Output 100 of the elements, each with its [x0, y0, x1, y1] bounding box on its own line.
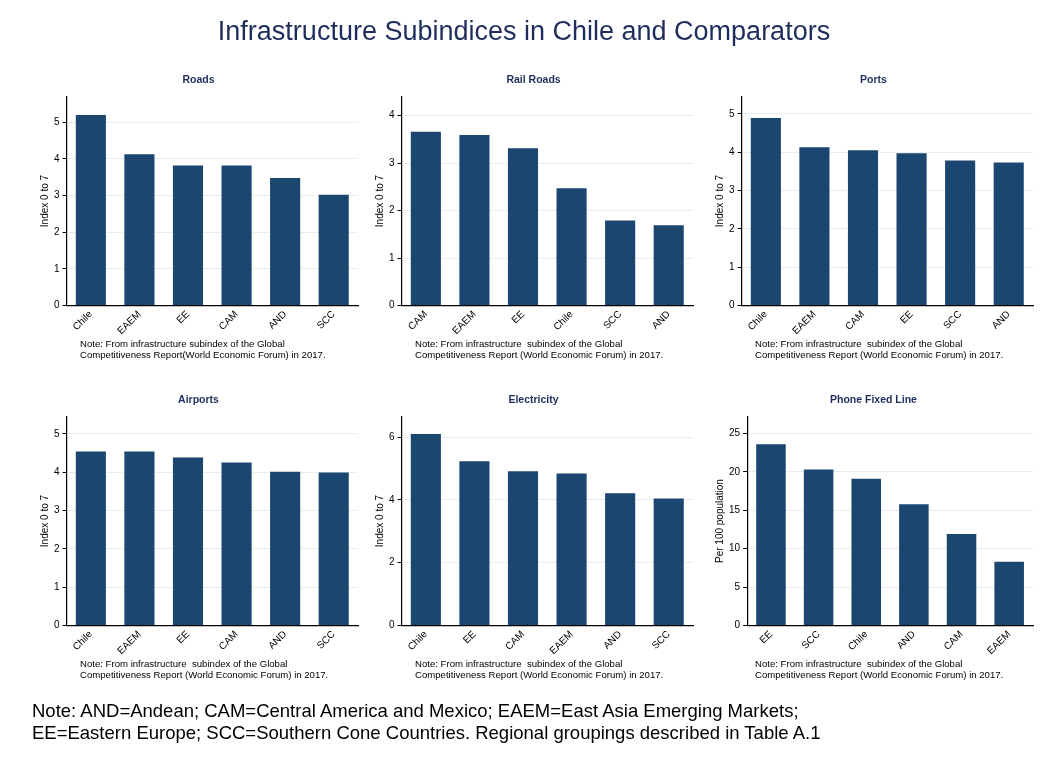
- bar: [507, 471, 539, 625]
- bar: [605, 220, 636, 305]
- y-axis-title: Index 0 to 7: [373, 174, 385, 228]
- bar: [994, 561, 1024, 625]
- y-tick-label: 1: [729, 260, 735, 272]
- bar: [507, 148, 539, 305]
- chart-title: Phone Fixed Line: [830, 393, 918, 406]
- bar: [270, 177, 301, 305]
- y-tick-label: 3: [54, 504, 60, 516]
- bar: [653, 498, 684, 625]
- bar: [124, 451, 155, 625]
- x-tick-label: EE: [174, 308, 192, 326]
- bar: [750, 118, 781, 305]
- y-tick-label: 2: [389, 556, 395, 568]
- y-tick-label: 0: [54, 619, 60, 631]
- bar: [172, 165, 204, 305]
- y-tick-label: 0: [389, 619, 395, 631]
- bar: [899, 504, 929, 625]
- bar: [172, 457, 204, 625]
- x-tick-label: EE: [460, 628, 479, 646]
- y-axis-title: Index 0 to 7: [38, 174, 50, 228]
- x-tick-label: EE: [174, 628, 192, 646]
- x-tick-label: Chile: [745, 307, 770, 333]
- y-tick-label: 4: [54, 152, 60, 164]
- bar: [945, 160, 976, 305]
- y-axis-title: Index 0 to 7: [38, 494, 50, 548]
- bar: [75, 451, 106, 625]
- y-axis-title: Index 0 to 7: [713, 174, 725, 228]
- bar: [318, 472, 349, 625]
- y-tick-label: 3: [389, 156, 395, 168]
- bar: [221, 165, 252, 305]
- text: Note: From infrastructure subindex of the Global Competitiveness Report (World Economic Forum) in 2017.: [415, 658, 665, 680]
- bar: [605, 493, 636, 625]
- bar: [459, 135, 490, 305]
- bar: [653, 225, 684, 305]
- y-tick-label: 0: [734, 619, 741, 631]
- bar: [410, 131, 441, 305]
- chart-title: Electricity: [508, 393, 559, 406]
- y-tick-label: 20: [729, 465, 741, 477]
- x-tick-label: EE: [757, 628, 775, 646]
- y-tick-label: 0: [54, 299, 60, 311]
- x-tick-label: EE: [509, 308, 527, 326]
- x-tick-label: Chile: [70, 307, 95, 333]
- bar: [318, 194, 349, 305]
- y-tick-label: 3: [729, 184, 735, 196]
- y-tick-label: 25: [729, 427, 741, 439]
- text: Note: From infrastructure subindex of the Global Competitiveness Report (World Economic Forum) in 2017.: [415, 338, 665, 360]
- bar: [799, 147, 830, 305]
- text: Infrastructure Subindices in Chile and Comparators: [216, 16, 832, 47]
- y-tick-label: 6: [389, 430, 395, 442]
- y-tick-label: 0: [389, 299, 395, 311]
- bar: [946, 534, 977, 625]
- y-tick-label: 15: [729, 504, 741, 516]
- y-tick-label: 5: [734, 580, 741, 592]
- chart-title: Roads: [182, 73, 215, 86]
- bar: [556, 188, 587, 305]
- bar: [556, 473, 587, 625]
- bar: [756, 444, 786, 625]
- bar: [221, 462, 252, 625]
- bar: [459, 461, 490, 625]
- y-tick-label: 1: [389, 251, 395, 263]
- x-tick-label: Chile: [551, 307, 576, 333]
- y-tick-label: 4: [389, 493, 395, 505]
- x-tick-label: EE: [897, 308, 916, 326]
- bar: [993, 162, 1024, 305]
- y-tick-label: 0: [729, 299, 735, 311]
- bar: [270, 471, 301, 625]
- y-tick-label: 10: [729, 542, 741, 554]
- text: Note: From infrastructure subindex of the Global Competitiveness Report (World Economic Forum) in 2017.: [755, 338, 1005, 360]
- bar: [75, 114, 106, 305]
- y-tick-label: 3: [54, 189, 60, 201]
- bar: [803, 469, 834, 625]
- x-tick-label: Chile: [70, 627, 95, 653]
- text: Note: AND=Andean; CAM=Central America and Mexico; EAEM=East Asia Emerging Markets; EE=Eastern Europe; SCC=Southern Cone Countries. Regional groupings described in Table A.1: [32, 700, 821, 744]
- y-tick-label: 1: [54, 262, 60, 274]
- y-tick-label: 5: [729, 107, 735, 119]
- y-tick-label: 2: [729, 222, 735, 234]
- bar: [896, 153, 927, 305]
- y-axis-title: Index 0 to 7: [373, 494, 385, 548]
- y-tick-label: 5: [54, 427, 60, 439]
- y-tick-label: 2: [389, 204, 395, 216]
- chart-title: Airports: [178, 393, 220, 406]
- chart-title: Ports: [860, 73, 888, 86]
- y-tick-label: 1: [54, 580, 60, 592]
- y-tick-label: 4: [54, 465, 60, 477]
- bar: [847, 150, 879, 305]
- text: Note: From infrastructure subindex of the Global Competitiveness Report (World Economic Forum) in 2017.: [80, 658, 330, 680]
- y-tick-label: 4: [389, 109, 395, 121]
- x-tick-label: Chile: [405, 627, 430, 653]
- y-tick-label: 2: [54, 225, 60, 237]
- bar: [124, 154, 155, 305]
- text: Note: From infrastructure subindex of the Global Competitiveness Report(World Economic Forum) in 2017.: [80, 338, 327, 360]
- y-tick-label: 4: [729, 145, 735, 157]
- y-tick-label: 2: [54, 542, 60, 554]
- y-tick-label: 5: [54, 116, 60, 127]
- bar: [851, 478, 882, 625]
- chart-title: Rail Roads: [506, 73, 561, 86]
- bar: [410, 433, 441, 625]
- text: Note: From infrastructure subindex of the Global Competitiveness Report (World Economic Forum) in 2017.: [755, 658, 1005, 680]
- y-axis-title: Per 100 population: [713, 479, 725, 564]
